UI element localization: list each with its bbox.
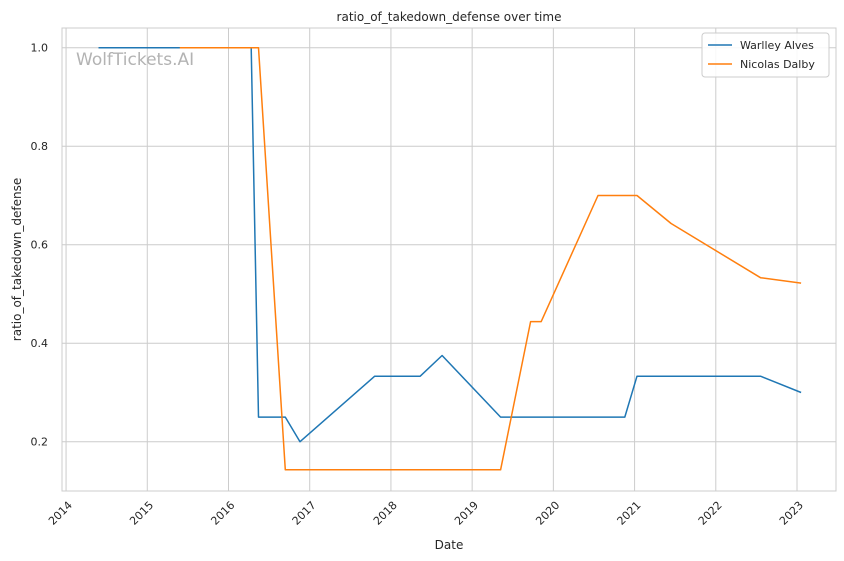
y-axis-label: ratio_of_takedown_defense	[10, 178, 24, 341]
legend-box	[701, 32, 830, 78]
x-axis: 2014 2015 2016 2017 2018 2019 2020 2021 2022 2023	[46, 499, 806, 528]
x-axis-label: Date	[435, 538, 464, 552]
y-tick-label: 0.4	[31, 337, 49, 350]
x-tick-label: 2017	[290, 499, 319, 528]
y-tick-label: 0.6	[31, 239, 49, 252]
plot-area	[61, 27, 837, 492]
series-line-2	[179, 46, 802, 471]
x-tick-label: 2015	[127, 499, 156, 528]
y-tick-label: 0.2	[31, 436, 49, 449]
legend-label: Warlley Alves	[740, 39, 814, 52]
x-tick-label: 2014	[46, 499, 75, 528]
y-tick-label: 1.0	[31, 42, 49, 55]
x-tick-label: 2018	[371, 499, 400, 528]
series-line-1	[98, 46, 802, 443]
x-tick-label: 2023	[777, 499, 806, 528]
series-lines	[98, 46, 802, 471]
watermark: WolfTickets.AI	[76, 50, 194, 70]
x-tick-label: 2020	[533, 499, 562, 528]
legend-label: Nicolas Dalby	[740, 58, 815, 71]
y-axis: 0.2 0.4 0.6 0.8 1.0	[31, 42, 49, 449]
legend: Warlley Alves Nicolas Dalby	[701, 32, 830, 78]
x-tick-label: 2021	[615, 499, 644, 528]
x-tick-label: 2016	[208, 499, 237, 528]
x-tick-label: 2022	[696, 499, 725, 528]
y-tick-label: 0.8	[31, 140, 49, 153]
chart-title: ratio_of_takedown_defense over time	[337, 10, 562, 24]
x-tick-label: 2019	[452, 499, 481, 528]
